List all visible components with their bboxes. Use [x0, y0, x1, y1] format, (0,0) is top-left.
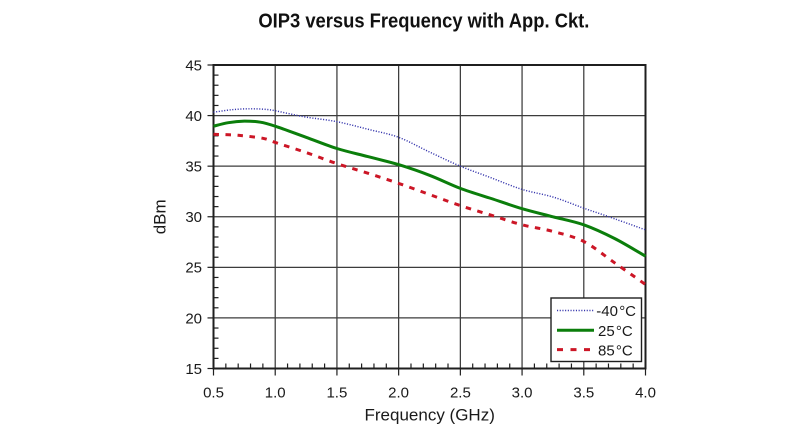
svg-text:1.0: 1.0 — [265, 385, 286, 402]
svg-text:3.0: 3.0 — [512, 385, 533, 402]
svg-text:35: 35 — [185, 159, 202, 176]
svg-text:30: 30 — [185, 209, 202, 226]
svg-text:85°C: 85°C — [598, 343, 633, 360]
svg-text:4.0: 4.0 — [635, 385, 656, 402]
svg-text:20: 20 — [185, 310, 202, 327]
svg-text:-40°C: -40°C — [596, 303, 636, 320]
svg-text:2.5: 2.5 — [450, 385, 471, 402]
svg-text:25: 25 — [185, 260, 202, 277]
svg-text:1.5: 1.5 — [326, 385, 347, 402]
svg-text:3.5: 3.5 — [573, 385, 594, 402]
svg-text:Frequency (GHz): Frequency (GHz) — [365, 406, 495, 425]
svg-text:40: 40 — [185, 108, 202, 125]
svg-text:25°C: 25°C — [598, 323, 633, 340]
svg-text:2.0: 2.0 — [388, 385, 409, 402]
svg-text:0.5: 0.5 — [203, 385, 224, 402]
svg-text:15: 15 — [185, 361, 202, 378]
svg-text:dBm: dBm — [151, 199, 170, 234]
svg-text:45: 45 — [185, 57, 202, 74]
svg-text:OIP3 versus Frequency with App: OIP3 versus Frequency with App. Ckt. — [258, 11, 589, 33]
